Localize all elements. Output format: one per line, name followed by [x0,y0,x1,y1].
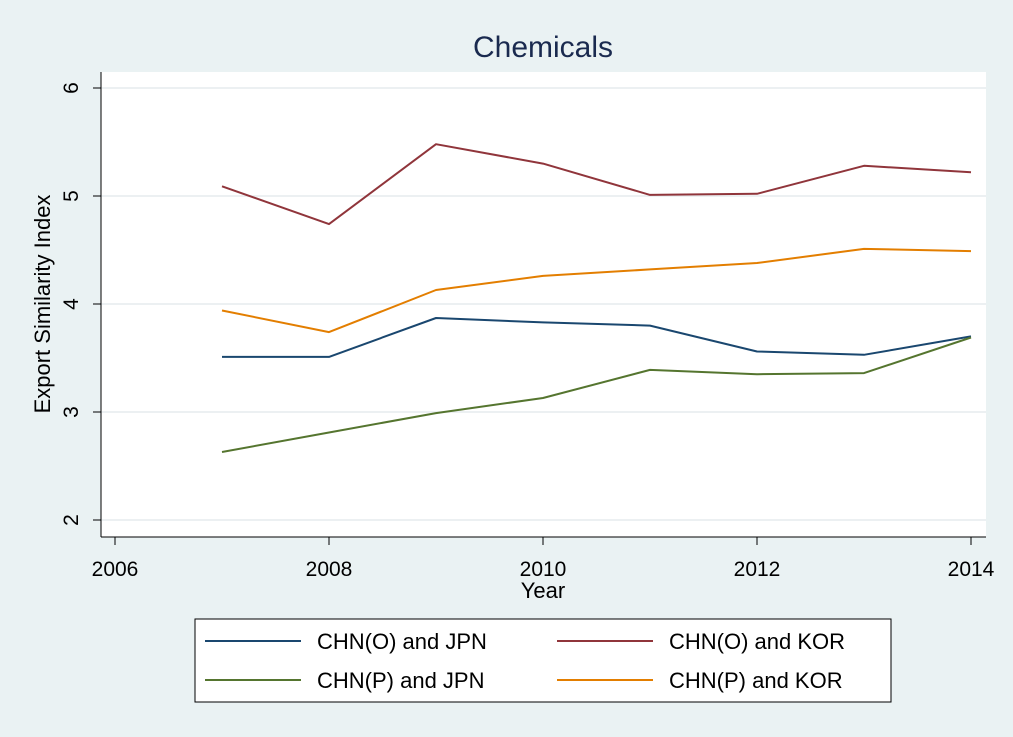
y-tick-label: 2 [60,514,83,526]
series-line-1 [222,317,972,358]
y-tick-label: 5 [60,190,83,202]
legend: CHN(O) and JPN CHN(O) and KOR CHN(P) and J… [205,629,845,693]
y-tick-label: 6 [60,82,83,94]
series-line-4 [221,247,972,334]
series-lines [221,143,972,453]
x-tick-label: 2008 [306,558,353,581]
legend-label: CHN(P) and KOR [669,668,843,693]
x-axis-title: Year [521,578,565,603]
x-tick-label: 2010 [520,558,567,581]
series-line-3 [221,336,972,453]
legend-label: CHN(P) and JPN [317,668,484,693]
x-tick-label: 2014 [948,558,995,581]
x-tick-label: 2006 [92,558,139,581]
y-tick-label: 4 [60,298,83,310]
series-line-2 [221,143,972,226]
ticks: 2 3 4 5 6 2006 2008 2010 2012 2014 [60,82,995,581]
y-axis-title: Export Similarity Index [30,195,55,414]
legend-label: CHN(O) and KOR [669,629,845,654]
legend-label: CHN(O) and JPN [317,629,487,654]
y-tick-label: 3 [60,406,83,418]
chart-title: Chemicals [473,31,613,64]
x-tick-label: 2012 [734,558,781,581]
legend-box [194,618,892,703]
